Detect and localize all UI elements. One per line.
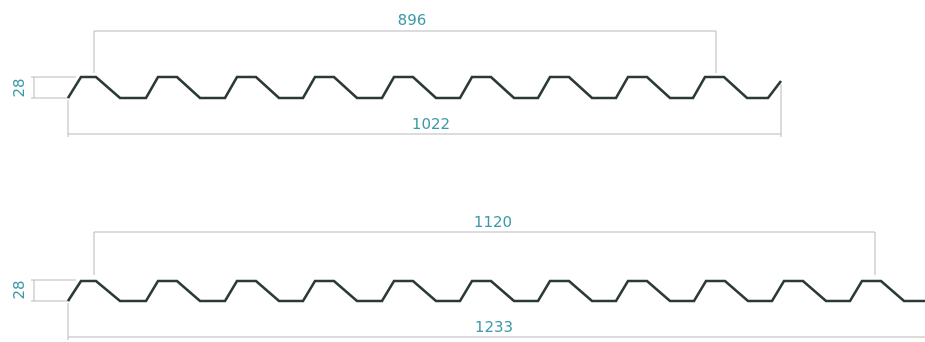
profile-a-group: 896 28 1022: [10, 11, 783, 137]
profile-a-total-width-label: 1022: [412, 115, 450, 133]
profile-a-total-width-dimension: 1022: [67, 84, 782, 137]
profile-a-sheet-outline: [66, 75, 783, 100]
profile-a-height-dimension: 28: [10, 76, 76, 99]
profile-b-total-width-label: 1233: [475, 318, 513, 336]
profile-b-height-label: 28: [10, 280, 28, 299]
profile-b-effective-width-label: 1120: [474, 213, 512, 231]
profile-b-effective-width-dimension: 1120: [93, 213, 876, 275]
profile-b-sheet-outline: [66, 279, 925, 303]
profile-a-height-label: 28: [10, 78, 28, 97]
profile-b-height-dimension: 28: [10, 279, 76, 302]
profile-a-effective-width-label: 896: [398, 11, 427, 29]
profile-b-total-width-dimension: 1233: [67, 303, 925, 340]
profile-a-effective-width-dimension: 896: [93, 11, 717, 73]
profile-b-group: 1120 28 1233: [10, 213, 925, 340]
